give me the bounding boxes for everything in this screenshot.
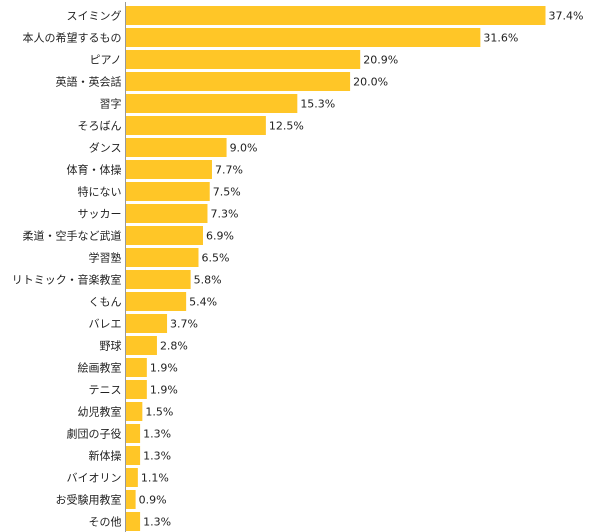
category-label: お受験用教室 [56,493,122,507]
value-label: 15.3% [300,98,335,111]
category-label: テニス [89,384,122,397]
category-label: ダンス [89,141,122,155]
bar [125,424,141,443]
value-label: 1.5% [145,406,173,419]
value-label: 7.5% [213,186,241,199]
bar [125,94,298,113]
bar [125,314,168,333]
bar [125,490,136,509]
bar [125,160,212,179]
bar [125,358,147,377]
bar [125,182,210,201]
value-label: 1.1% [141,472,169,485]
value-label: 7.3% [210,208,238,221]
category-label: 体育・体操 [67,163,122,177]
bar [125,50,361,69]
bar [125,380,147,399]
category-label: スイミング [67,9,122,23]
category-label: その他 [89,516,122,529]
bar [125,468,138,487]
bar [125,116,266,135]
category-label: 学習塾 [89,251,122,265]
value-label: 3.7% [170,318,198,331]
category-label: 幼児教室 [78,405,122,419]
value-label: 20.0% [353,76,388,89]
category-label: 英語・英会話 [56,75,122,89]
value-label: 1.3% [143,450,171,463]
bar [125,446,141,465]
category-label: 新体操 [89,449,122,463]
value-label: 37.4% [549,10,584,23]
bar [125,402,143,421]
bar [125,204,208,223]
bar [125,270,191,289]
bar [125,292,187,311]
bar [125,6,546,25]
value-label: 31.6% [483,32,518,45]
bars-group [125,6,546,531]
category-label: 柔道・空手など武道 [23,229,122,243]
category-label: ピアノ [89,54,121,67]
category-label: 劇団の子役 [67,427,122,441]
value-label: 6.5% [201,252,229,265]
value-label: 20.9% [363,54,398,67]
category-labels-group: スイミング本人の希望するものピアノ英語・英会話習字そろばんダンス体育・体操特にな… [12,9,122,529]
category-label: 絵画教室 [78,361,122,375]
bar [125,248,199,267]
category-label: 特にない [78,185,122,199]
value-label: 0.9% [139,494,167,507]
category-label: バイオリン [67,472,122,485]
value-label: 6.9% [206,230,234,243]
bar [125,28,481,47]
value-label: 9.0% [230,142,258,155]
bar [125,336,157,355]
category-label: 野球 [100,339,122,353]
category-label: そろばん [78,120,122,133]
value-label: 1.3% [143,516,171,529]
value-label: 12.5% [269,120,304,133]
value-label: 2.8% [160,340,188,353]
bar [125,138,227,157]
category-label: リトミック・音楽教室 [12,273,122,287]
bar [125,512,141,531]
category-label: バレエ [89,318,122,331]
category-label: 本人の希望するもの [23,31,122,45]
value-label: 1.9% [150,384,178,397]
bar [125,226,203,245]
value-label: 5.8% [194,274,222,287]
category-label: サッカー [78,208,122,221]
value-label: 7.7% [215,164,243,177]
value-label: 5.4% [189,296,217,309]
category-label: 習字 [100,97,122,111]
category-label: くもん [89,296,122,309]
bar [125,72,351,91]
value-labels-group: 37.4% 31.6% 20.9% 20.0% 15.3% 12.5% 9.0% 7.7% 7.… [139,10,584,529]
value-label: 1.3% [143,428,171,441]
value-label: 1.9% [150,362,178,375]
